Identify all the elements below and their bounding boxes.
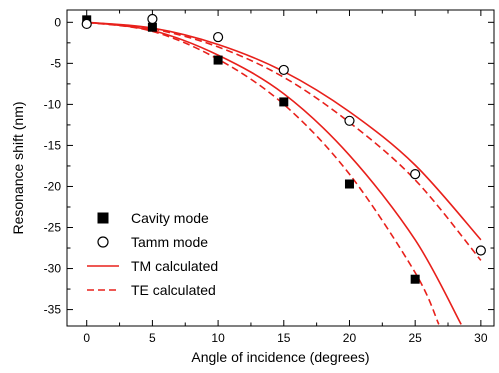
y-tick-label: -25 bbox=[44, 221, 62, 235]
tamm-mode-point bbox=[344, 115, 355, 126]
y-tick-label: -20 bbox=[44, 179, 62, 193]
tm-calculated-curve-1 bbox=[86, 21, 482, 241]
tamm-mode-point bbox=[475, 245, 486, 256]
legend-label-tamm-mode: Tamm mode bbox=[131, 234, 208, 250]
cavity-mode-point bbox=[147, 22, 157, 32]
legend-item-te-calculated: TE calculated bbox=[87, 282, 216, 298]
tamm-mode-point bbox=[212, 31, 224, 43]
y-tick-label: -15 bbox=[44, 138, 62, 152]
legend-item-tamm-mode: Tamm mode bbox=[97, 234, 208, 250]
y-tick-label: -30 bbox=[44, 262, 62, 276]
legend-label-tm-calculated: TM calculated bbox=[131, 258, 218, 274]
legend-label-te-calculated: TE calculated bbox=[131, 282, 216, 298]
x-tick-label: 0 bbox=[83, 331, 90, 345]
legend-swatch-tamm-mode bbox=[97, 236, 109, 248]
legend-swatch-cavity-mode bbox=[97, 212, 109, 224]
tamm-mode-point bbox=[81, 18, 92, 30]
x-tick-label: 30 bbox=[474, 331, 488, 345]
legend-item-cavity-mode: Cavity mode bbox=[97, 210, 209, 226]
tamm-mode-point bbox=[147, 13, 158, 25]
tick-labels: 0 5 10 15 20 25 30 0 -5 -10 -15 -20 -25 -30 -35 bbox=[44, 15, 488, 345]
tm-calculated-curve-2 bbox=[86, 21, 462, 325]
x-tick-label: 20 bbox=[343, 331, 357, 345]
y-axis-title: Resonance shift (nm) bbox=[10, 101, 26, 234]
cavity-mode-point bbox=[344, 179, 354, 189]
te-calculated-curve-2 bbox=[86, 21, 440, 325]
cavity-mode-point bbox=[279, 97, 289, 107]
x-axis-title: Angle of incidence (degrees) bbox=[191, 349, 369, 365]
y-tick-label: -10 bbox=[44, 97, 62, 111]
axis-ticks bbox=[67, 10, 494, 326]
x-tick-label: 25 bbox=[408, 331, 422, 345]
x-tick-label: 15 bbox=[277, 331, 291, 345]
legend-label-cavity-mode: Cavity mode bbox=[131, 210, 209, 226]
cavity-mode-point bbox=[410, 274, 420, 284]
legend: Cavity mode Tamm mode TM calculated TE calc… bbox=[87, 210, 218, 298]
legend-item-tm-calculated: TM calculated bbox=[87, 258, 218, 274]
cavity-mode-point bbox=[213, 55, 223, 65]
x-tick-label: 5 bbox=[149, 331, 156, 345]
tamm-mode-point bbox=[278, 64, 289, 76]
tamm-mode-point bbox=[410, 169, 421, 180]
x-tick-label: 10 bbox=[211, 331, 225, 345]
y-tick-label: -35 bbox=[44, 303, 62, 317]
series-markers bbox=[81, 13, 486, 284]
plot-frame bbox=[66, 9, 495, 327]
y-tick-label: -5 bbox=[50, 56, 61, 70]
y-tick-label: 0 bbox=[54, 15, 61, 29]
